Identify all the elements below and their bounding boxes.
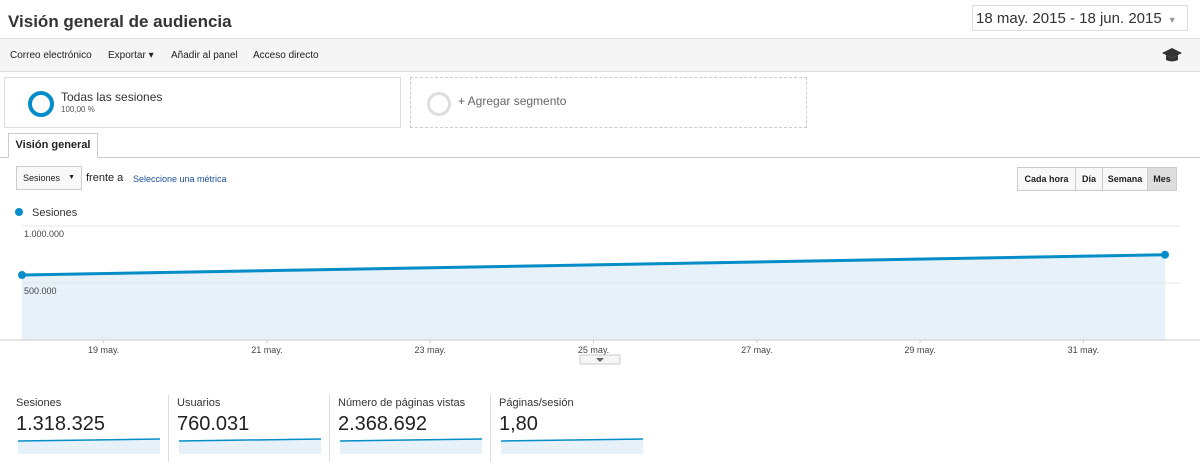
segment-ring [427, 92, 451, 116]
metric-separator [168, 395, 169, 462]
legend-dot [15, 208, 23, 216]
tab[interactable]: Visión general [8, 133, 98, 158]
page-title: Visión general de audiencia [8, 12, 232, 31]
sparkline [501, 438, 643, 454]
granularity-button[interactable]: Día [1075, 167, 1103, 191]
x-tick-label: 27 may. [741, 345, 772, 355]
sparkline-area [179, 439, 321, 454]
toolbar-item[interactable]: Correo electrónico [10, 50, 92, 61]
metric-name: Sesiones [23, 173, 61, 183]
metric-label: Usuarios [177, 397, 221, 409]
toolbar-item[interactable]: Exportar ▾ [108, 50, 154, 61]
sparkline-area [340, 439, 482, 454]
point[interactable] [1161, 250, 1169, 259]
help-icon[interactable] [1162, 48, 1182, 62]
sparkline-area [501, 439, 643, 454]
toolbar-item-text: Exportar [108, 50, 146, 61]
collapse-caret [596, 358, 604, 362]
metric-value: 2.368.692 [338, 413, 427, 435]
segment-share: 100,00 % [61, 105, 95, 114]
x-tick-label: 29 may. [904, 345, 935, 355]
date-range-text: 18 may. 2015 - 18 jun. 2015 [976, 10, 1162, 27]
y-tick-label: 1.000.000 [24, 229, 64, 239]
segment-card[interactable]: Todas las sesiones 100,00 % [4, 77, 401, 128]
sparkline [179, 438, 321, 454]
caret: ▼ [68, 174, 75, 181]
toolbar-item[interactable]: Añadir al panel [171, 50, 238, 61]
toolbar: Correo electrónico Exportar ▾ Añadir al … [0, 38, 1200, 72]
sparkline [340, 438, 482, 454]
sparkline-line [179, 438, 321, 442]
area [22, 254, 1165, 340]
metric-separator [490, 395, 491, 462]
add-segment-text: + Agregar segmento [458, 94, 567, 108]
line [21, 253, 1166, 277]
metric-separator [329, 395, 330, 462]
metric-value: 760.031 [177, 413, 250, 435]
x-tick-label: 21 may. [251, 345, 282, 355]
sparkline-line [18, 438, 160, 442]
legend-label: Sesiones [32, 207, 78, 219]
select-metric[interactable]: Seleccione una métrica [133, 174, 227, 184]
sparkline-line [501, 438, 643, 442]
x-tick-label: 19 may. [88, 345, 119, 355]
sparkline-area [18, 439, 160, 454]
date-range[interactable]: 18 may. 2015 - 18 jun. 2015 ▼ [972, 5, 1188, 31]
add-segment[interactable]: + Agregar segmento [410, 77, 807, 128]
metric-label: Sesiones [16, 397, 62, 409]
caret: ▼ [1167, 15, 1177, 25]
metric-value: 1,80 [499, 413, 538, 435]
x-tick-label: 25 may. [578, 345, 609, 355]
sparkline [18, 438, 160, 454]
metric-label: Páginas/sesión [499, 397, 574, 409]
x-tick-label: 31 may. [1068, 345, 1099, 355]
metric-value: 1.318.325 [16, 413, 105, 435]
segment-ring [28, 91, 54, 117]
metric-label: Número de páginas vistas [338, 397, 466, 409]
metric-dropdown[interactable]: Sesiones ▼ [16, 166, 82, 190]
segment-name: Todas las sesiones [61, 90, 163, 104]
versus: frente a [86, 172, 124, 184]
toolbar-item[interactable]: Acceso directo [253, 50, 319, 61]
chart: Sesiones 1.000.000 500.000 19 may. 21 may. 23… [0, 207, 1200, 365]
sparkline-line [340, 438, 482, 442]
granularity-button[interactable]: Semana [1102, 167, 1148, 191]
tab-line [0, 157, 1200, 158]
point[interactable] [18, 271, 26, 280]
granularity-button[interactable]: Mes [1147, 167, 1177, 191]
x-tick-label: 23 may. [415, 345, 446, 355]
granularity-button[interactable]: Cada hora [1017, 167, 1076, 191]
y-tick-label: 500.000 [24, 286, 57, 296]
